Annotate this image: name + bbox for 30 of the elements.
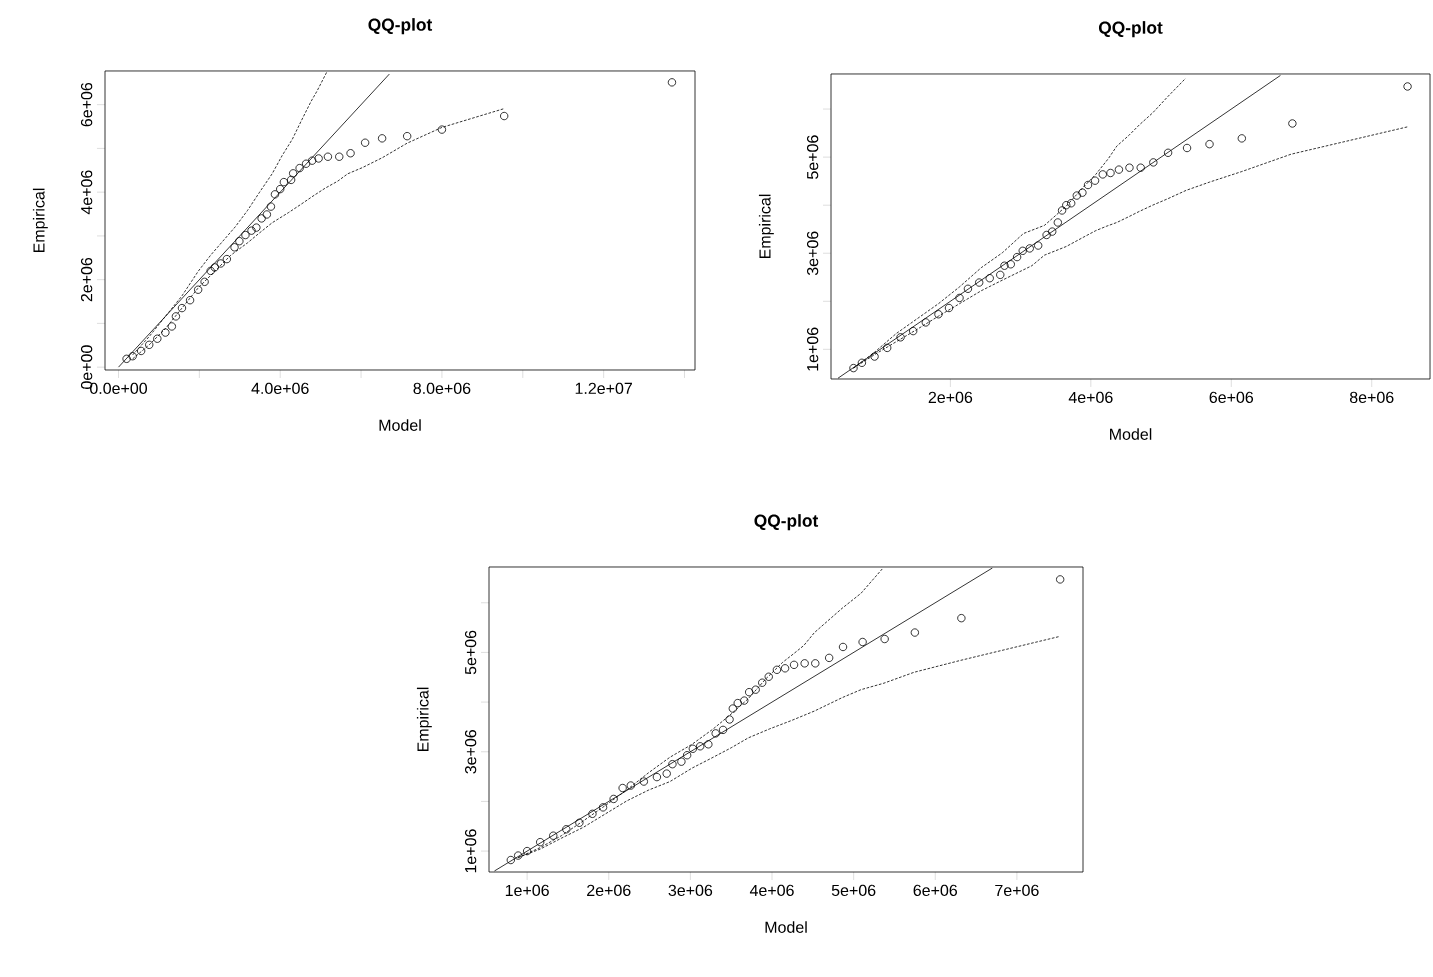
- x-tick-label: 6e+06: [1209, 391, 1254, 404]
- y-tick-label: 4e+06: [80, 170, 93, 215]
- y-tick-label: 3e+06: [806, 231, 819, 276]
- x-tick-label: 2e+06: [587, 884, 631, 897]
- x-axis-title: Model: [379, 419, 421, 431]
- y-tick-label: 3e+06: [464, 729, 477, 774]
- x-tick-label: 7e+06: [995, 884, 1039, 897]
- chart-title: QQ-plot: [368, 18, 433, 35]
- x-tick-label: 6e+06: [913, 884, 958, 897]
- y-tick-label: 5e+06: [464, 630, 477, 675]
- x-axis-title: Model: [1110, 428, 1152, 440]
- x-tick-label: 8e+06: [1349, 391, 1394, 404]
- x-tick-label: 1e+06: [505, 884, 549, 897]
- x-tick-label: 4.0e+06: [251, 382, 309, 395]
- x-tick-label: 3e+06: [668, 884, 713, 897]
- x-tick-label: 2e+06: [928, 391, 973, 404]
- x-tick-label: 1.2e+07: [575, 382, 632, 395]
- y-tick-label: 5e+06: [806, 135, 819, 179]
- x-tick-label: 5e+06: [831, 884, 876, 897]
- y-axis-title: Empirical: [758, 194, 774, 259]
- x-tick-label: 4e+06: [749, 884, 794, 897]
- y-axis-title: Empirical: [416, 687, 432, 752]
- x-tick-label: 4e+06: [1068, 391, 1113, 404]
- chart-title: QQ-plot: [754, 514, 819, 531]
- x-tick-label: 8.0e+06: [413, 382, 471, 395]
- y-axis-title: Empirical: [32, 188, 48, 253]
- x-axis-title: Model: [765, 921, 807, 933]
- y-tick-label: 2e+06: [80, 257, 93, 302]
- chart-title: QQ-plot: [1098, 21, 1163, 38]
- y-tick-label: 6e+06: [80, 82, 93, 127]
